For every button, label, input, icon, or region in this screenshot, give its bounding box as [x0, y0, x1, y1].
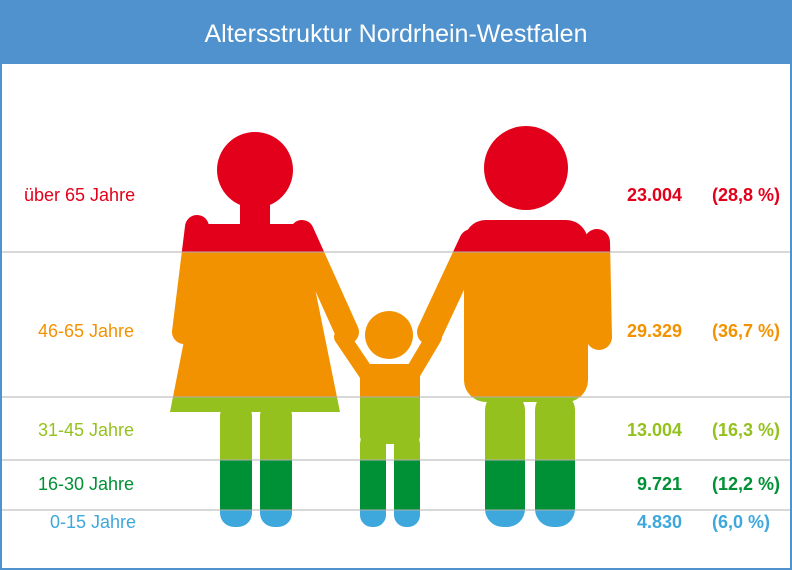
count: 13.004 — [627, 420, 682, 440]
age-label: 46-65 Jahre — [38, 321, 134, 341]
age-label: 31-45 Jahre — [38, 420, 134, 440]
age-label: 0-15 Jahre — [50, 512, 136, 532]
count: 29.329 — [627, 321, 682, 341]
figure-area: über 65 Jahre 23.004 (28,8 %) 46-65 Jahr… — [2, 2, 790, 568]
share: (36,7 %) — [712, 321, 780, 341]
share: (28,8 %) — [712, 185, 780, 205]
share: (6,0 %) — [712, 512, 770, 532]
age-label: 16-30 Jahre — [38, 474, 134, 494]
infographic: Altersstruktur Nordrhein-Westfalen — [0, 0, 792, 570]
count: 9.721 — [637, 474, 682, 494]
share: (16,3 %) — [712, 420, 780, 440]
age-label: über 65 Jahre — [24, 185, 135, 205]
share: (12,2 %) — [712, 474, 780, 494]
count: 4.830 — [637, 512, 682, 532]
count: 23.004 — [627, 185, 682, 205]
